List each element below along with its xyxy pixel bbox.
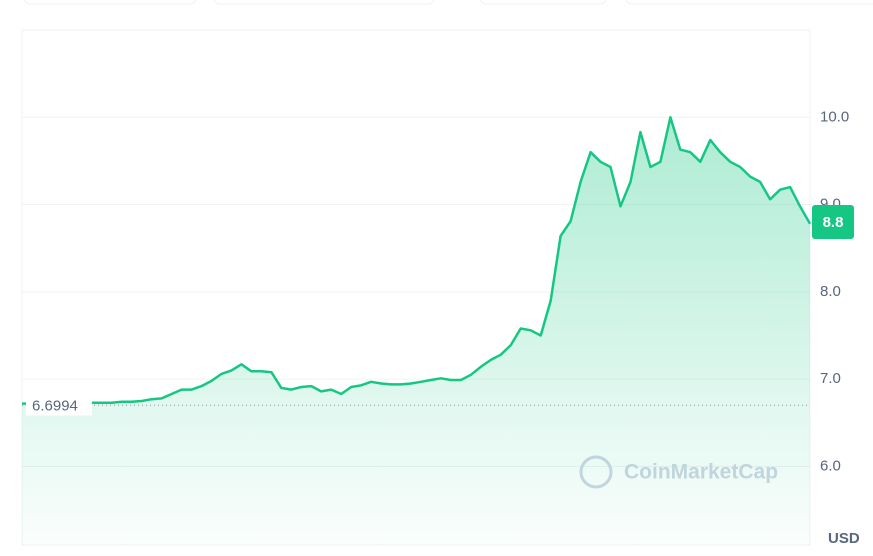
- toolbar-button[interactable]: [625, 0, 873, 5]
- price-badge: [812, 205, 854, 240]
- currency-label: USD: [828, 530, 860, 547]
- y-tick-label: 8.0: [820, 283, 841, 300]
- y-tick-label: 10.0: [820, 108, 849, 125]
- toolbar-button[interactable]: [479, 0, 607, 5]
- price-badge-label: 8.8: [823, 214, 844, 231]
- y-tick-label: 7.0: [820, 370, 841, 387]
- y-tick-label: 6.0: [820, 457, 841, 474]
- toolbar-button[interactable]: [23, 0, 197, 5]
- reference-label: 6.6994: [32, 397, 78, 414]
- price-line: [22, 116, 812, 405]
- toolbar-button[interactable]: [213, 0, 435, 5]
- reference-label-bg: [26, 395, 92, 416]
- area: [22, 117, 810, 546]
